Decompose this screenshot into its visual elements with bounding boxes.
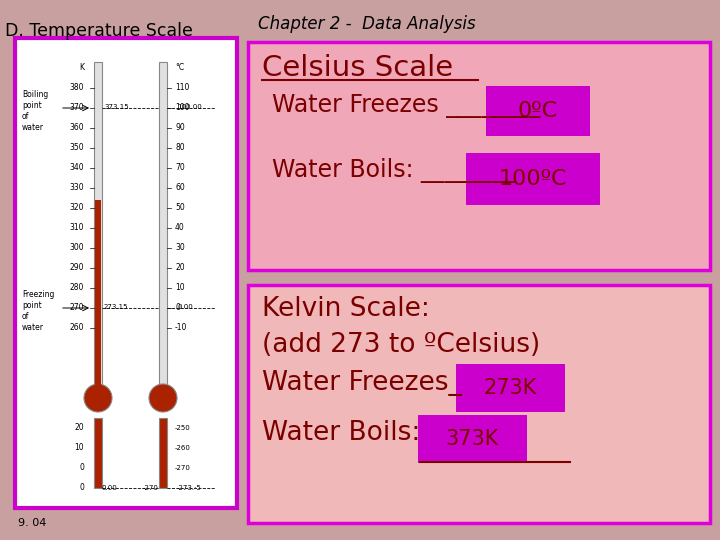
- FancyBboxPatch shape: [466, 153, 600, 205]
- Text: Boiling
point
of
water: Boiling point of water: [22, 90, 48, 132]
- Text: 50: 50: [175, 204, 185, 213]
- Text: 270: 270: [70, 303, 84, 313]
- Text: 90: 90: [175, 124, 185, 132]
- Text: (add 273 to ºCelsius): (add 273 to ºCelsius): [262, 332, 540, 358]
- Text: Water Boils:: Water Boils:: [262, 420, 420, 446]
- Text: -273.·5: -273.·5: [177, 485, 202, 491]
- Text: 30: 30: [175, 244, 185, 253]
- Circle shape: [84, 384, 112, 412]
- Text: 273.15: 273.15: [104, 304, 128, 310]
- Text: 310: 310: [70, 224, 84, 233]
- Text: K: K: [79, 64, 84, 72]
- Text: D. Temperature Scale: D. Temperature Scale: [5, 22, 193, 40]
- Text: 0ºC: 0ºC: [518, 101, 558, 121]
- FancyBboxPatch shape: [486, 86, 590, 136]
- Text: 0: 0: [175, 303, 180, 313]
- Bar: [95, 200, 101, 387]
- Text: -260: -260: [175, 445, 191, 451]
- Text: 0.00: 0.00: [177, 304, 193, 310]
- Text: -10: -10: [175, 323, 187, 333]
- Text: -270: -270: [143, 485, 159, 491]
- Text: 360: 360: [69, 124, 84, 132]
- Text: 60: 60: [175, 184, 185, 192]
- Circle shape: [149, 384, 177, 412]
- Text: 20: 20: [74, 423, 84, 433]
- Text: Kelvin Scale:: Kelvin Scale:: [262, 296, 430, 322]
- Text: -270: -270: [175, 465, 191, 471]
- Text: Freezing
point
of
water: Freezing point of water: [22, 290, 55, 332]
- Text: Celsius Scale: Celsius Scale: [262, 54, 453, 82]
- Text: -250: -250: [175, 425, 191, 431]
- Text: 9. 04: 9. 04: [18, 518, 46, 528]
- Text: 0: 0: [79, 483, 84, 492]
- Text: Water Freezes_: Water Freezes_: [262, 370, 462, 396]
- Text: Water Freezes ________: Water Freezes ________: [272, 94, 540, 118]
- Text: 100: 100: [175, 104, 189, 112]
- Text: 10: 10: [74, 443, 84, 453]
- Text: Water Boils: ________: Water Boils: ________: [272, 158, 515, 183]
- FancyBboxPatch shape: [456, 364, 565, 412]
- Text: 340: 340: [69, 164, 84, 172]
- Bar: [94, 418, 102, 488]
- Text: 70: 70: [175, 164, 185, 172]
- Text: °C: °C: [175, 64, 184, 72]
- Text: 110: 110: [175, 84, 189, 92]
- Text: 20: 20: [175, 264, 184, 273]
- Text: 10: 10: [175, 284, 184, 293]
- Text: 80: 80: [175, 144, 184, 152]
- FancyBboxPatch shape: [418, 415, 527, 463]
- Text: 100.00: 100.00: [177, 104, 202, 110]
- Text: 273K: 273K: [483, 378, 536, 398]
- Text: 280: 280: [70, 284, 84, 293]
- Text: 373K: 373K: [445, 429, 499, 449]
- Text: 260: 260: [70, 323, 84, 333]
- Text: 300: 300: [69, 244, 84, 253]
- Text: 0.00: 0.00: [102, 485, 118, 491]
- Bar: [159, 62, 167, 387]
- Bar: [94, 62, 102, 387]
- Text: 350: 350: [69, 144, 84, 152]
- Text: 40: 40: [175, 224, 185, 233]
- Text: 373.15: 373.15: [104, 104, 129, 110]
- Text: Chapter 2 -  Data Analysis: Chapter 2 - Data Analysis: [258, 15, 476, 33]
- Text: 100ºC: 100ºC: [499, 169, 567, 189]
- Text: 290: 290: [70, 264, 84, 273]
- FancyBboxPatch shape: [248, 42, 710, 270]
- Text: 320: 320: [70, 204, 84, 213]
- FancyBboxPatch shape: [15, 38, 237, 508]
- Text: 330: 330: [69, 184, 84, 192]
- Text: 0: 0: [79, 463, 84, 472]
- FancyBboxPatch shape: [248, 285, 710, 523]
- Bar: [159, 418, 167, 488]
- Text: 370: 370: [69, 104, 84, 112]
- Text: 380: 380: [70, 84, 84, 92]
